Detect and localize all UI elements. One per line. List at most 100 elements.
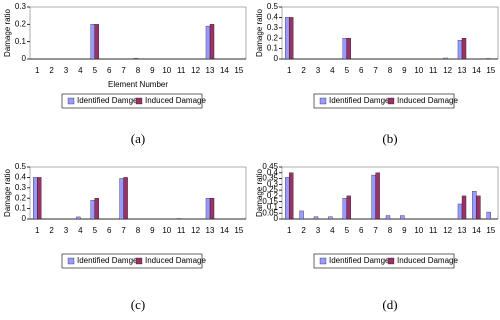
bar [346, 195, 351, 220]
caption: (a) [131, 131, 145, 146]
bar [205, 25, 211, 60]
x-tick-label: 8 [136, 226, 141, 235]
bar [461, 38, 467, 60]
legend-swatch [135, 257, 143, 265]
x-tick-label: 11 [429, 226, 438, 235]
x-tick-label: 2 [301, 226, 306, 235]
x-tick-label: 12 [191, 226, 200, 235]
x-tick-label: 10 [414, 66, 423, 75]
y-tick-label: 0 [274, 54, 279, 63]
x-tick-label: 1 [287, 66, 292, 75]
bar [33, 177, 38, 220]
bar [37, 177, 42, 220]
bar [285, 17, 290, 60]
x-tick-label: 4 [330, 66, 335, 75]
x-tick-label: 5 [93, 226, 98, 235]
x-tick-label: 13 [206, 226, 215, 235]
x-tick-label: 15 [486, 226, 495, 235]
x-tick-label: 2 [301, 66, 306, 75]
x-tick-label: 3 [316, 66, 321, 75]
legend-box [313, 253, 455, 269]
y-tick-label: 0.4 [267, 13, 279, 22]
x-tick-label: 11 [177, 226, 186, 235]
legend-swatch [319, 257, 327, 265]
bar [375, 172, 380, 220]
bar [119, 178, 124, 220]
y-tick-label: 0.35 [262, 174, 278, 183]
x-tick-label: 4 [330, 226, 335, 235]
x-tick-label: 12 [191, 66, 200, 75]
bar [313, 216, 319, 220]
bar [133, 57, 139, 60]
legend-box [61, 253, 203, 269]
bar [299, 210, 304, 220]
y-tick-label: 0.25 [262, 185, 278, 194]
x-tick-label: 5 [345, 226, 350, 235]
x-tick-label: 14 [220, 226, 229, 235]
legend-label: Identified Damge [329, 96, 390, 105]
bar [76, 216, 81, 220]
x-tick-label: 1 [287, 226, 292, 235]
bar [457, 40, 463, 60]
x-tick-label: 4 [78, 226, 83, 235]
bar [461, 195, 467, 220]
y-tick-label: 0.2 [15, 19, 27, 28]
x-tick-label: 8 [136, 66, 141, 75]
bar [486, 211, 491, 220]
bar [94, 24, 99, 60]
bar [90, 24, 95, 60]
bar [472, 191, 477, 220]
x-tick-label: 5 [345, 66, 350, 75]
bar [328, 216, 333, 220]
x-tick-label: 9 [402, 66, 407, 75]
legend-swatch [67, 257, 75, 265]
legend-swatch [135, 97, 143, 105]
y-axis-label: Damage ratio [255, 168, 264, 217]
x-tick-label: 14 [472, 66, 481, 75]
y-tick-label: 0.2 [15, 193, 27, 202]
bar [385, 215, 391, 220]
y-tick-label: 0.3 [15, 2, 27, 11]
x-tick-label: 8 [388, 226, 393, 235]
y-tick-label: 0.4 [15, 173, 27, 182]
x-tick-label: 15 [234, 226, 243, 235]
x-tick-label: 14 [220, 66, 229, 75]
x-tick-label: 13 [458, 66, 467, 75]
legend-label: Induced Damage [145, 256, 206, 265]
y-tick-label: 0 [274, 214, 279, 223]
y-tick-label: 0.5 [267, 2, 279, 11]
y-tick-label: 0.15 [262, 197, 278, 206]
x-tick-label: 13 [206, 66, 215, 75]
x-tick-label: 1 [35, 226, 40, 235]
x-tick-label: 4 [78, 66, 83, 75]
x-tick-label: 6 [107, 226, 112, 235]
x-tick-label: 3 [64, 66, 69, 75]
y-tick-label: 0 [22, 214, 27, 223]
caption: (c) [131, 297, 145, 312]
y-tick-label: 0.3 [267, 179, 279, 188]
y-tick-label: 0.1 [267, 203, 279, 212]
bar [346, 38, 351, 60]
y-axis-label: Damage ratio [3, 8, 12, 57]
caption: (d) [382, 297, 397, 312]
x-tick-label: 2 [49, 226, 54, 235]
legend-label: Induced Damage [397, 96, 458, 105]
x-tick-label: 12 [443, 66, 452, 75]
bar [90, 200, 95, 220]
y-tick-label: 0.05 [262, 208, 278, 217]
x-tick-label: 2 [49, 66, 54, 75]
bar [443, 57, 448, 60]
bar [94, 198, 99, 220]
legend-box [61, 93, 203, 109]
bar [457, 203, 463, 220]
bar [289, 17, 294, 60]
bar [285, 177, 290, 220]
legend-swatch [67, 97, 75, 105]
legend-swatch [387, 257, 395, 265]
x-tick-label: 7 [373, 226, 378, 235]
bar [342, 198, 347, 220]
x-tick-label: 15 [486, 66, 495, 75]
x-tick-label: 10 [162, 226, 171, 235]
x-tick-label: 12 [443, 226, 452, 235]
